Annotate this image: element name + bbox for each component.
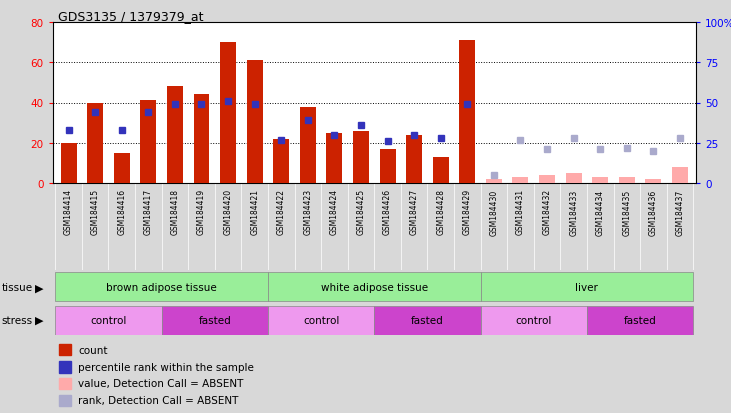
Bar	[672, 168, 688, 184]
Bar	[619, 178, 635, 184]
Text: brown adipose tissue: brown adipose tissue	[106, 282, 217, 292]
Bar	[480, 306, 587, 335]
Text: GSM184416: GSM184416	[117, 189, 126, 235]
Bar	[220, 43, 236, 184]
Bar	[592, 178, 608, 184]
Bar	[459, 41, 475, 184]
Text: GSM184434: GSM184434	[596, 189, 605, 235]
Bar	[268, 306, 374, 335]
Text: stress: stress	[1, 315, 33, 325]
Bar	[61, 143, 77, 184]
Text: GSM184431: GSM184431	[516, 189, 525, 235]
Text: GSM184418: GSM184418	[170, 189, 179, 235]
Bar	[512, 178, 529, 184]
Text: GSM184419: GSM184419	[197, 189, 206, 235]
Bar	[645, 180, 662, 184]
Bar	[300, 107, 316, 184]
Bar	[539, 176, 555, 184]
Text: GSM184425: GSM184425	[357, 189, 366, 235]
Bar	[486, 180, 502, 184]
Bar	[140, 101, 156, 184]
Bar	[246, 61, 262, 184]
Text: GSM184421: GSM184421	[250, 189, 260, 235]
Bar	[59, 344, 71, 356]
Text: GSM184426: GSM184426	[383, 189, 392, 235]
Text: GSM184430: GSM184430	[489, 189, 499, 235]
Text: GSM184422: GSM184422	[277, 189, 286, 235]
Text: GSM184436: GSM184436	[649, 189, 658, 235]
Bar	[273, 140, 289, 184]
Bar	[167, 87, 183, 184]
Bar	[87, 103, 103, 184]
Text: GDS3135 / 1379379_at: GDS3135 / 1379379_at	[58, 10, 204, 23]
Text: GSM184427: GSM184427	[409, 189, 419, 235]
Text: white adipose tissue: white adipose tissue	[321, 282, 428, 292]
Bar	[379, 150, 395, 184]
Text: value, Detection Call = ABSENT: value, Detection Call = ABSENT	[78, 378, 243, 388]
Text: control: control	[90, 315, 126, 325]
Bar	[59, 361, 71, 373]
Bar	[374, 306, 480, 335]
Text: rank, Detection Call = ABSENT: rank, Detection Call = ABSENT	[78, 395, 239, 405]
Text: count: count	[78, 345, 108, 355]
Text: GSM184424: GSM184424	[330, 189, 339, 235]
Text: GSM184420: GSM184420	[224, 189, 232, 235]
Text: ▶: ▶	[35, 315, 44, 325]
Text: GSM184414: GSM184414	[64, 189, 73, 235]
Text: control: control	[515, 315, 552, 325]
Text: GSM184433: GSM184433	[569, 189, 578, 235]
Bar	[56, 306, 162, 335]
Text: GSM184432: GSM184432	[542, 189, 552, 235]
Bar	[162, 306, 268, 335]
Bar	[327, 133, 342, 184]
Bar	[433, 158, 449, 184]
Text: GSM184417: GSM184417	[144, 189, 153, 235]
Text: fasted: fasted	[624, 315, 656, 325]
Bar	[353, 131, 369, 184]
Text: fasted: fasted	[411, 315, 444, 325]
Text: GSM184415: GSM184415	[91, 189, 99, 235]
Text: control: control	[303, 315, 339, 325]
Bar	[59, 395, 71, 406]
Text: GSM184429: GSM184429	[463, 189, 471, 235]
Bar	[587, 306, 693, 335]
Text: liver: liver	[575, 282, 599, 292]
Text: GSM184423: GSM184423	[303, 189, 312, 235]
Text: ▶: ▶	[35, 282, 44, 292]
Text: percentile rank within the sample: percentile rank within the sample	[78, 362, 254, 372]
Text: GSM184435: GSM184435	[622, 189, 632, 235]
Bar	[268, 273, 480, 302]
Bar	[566, 174, 582, 184]
Text: GSM184437: GSM184437	[675, 189, 684, 235]
Bar	[194, 95, 210, 184]
Bar	[480, 273, 693, 302]
Text: tissue: tissue	[1, 282, 33, 292]
Bar	[59, 377, 71, 389]
Text: GSM184428: GSM184428	[436, 189, 445, 235]
Bar	[56, 273, 268, 302]
Text: fasted: fasted	[198, 315, 231, 325]
Bar	[114, 154, 129, 184]
Bar	[406, 135, 422, 184]
